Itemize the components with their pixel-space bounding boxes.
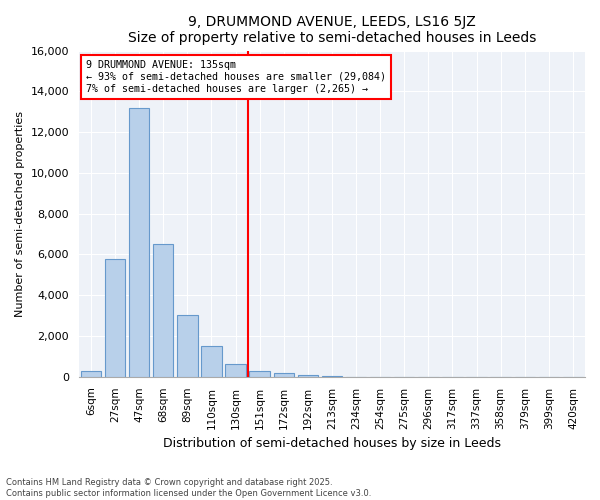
Bar (129, 108, 149, 377)
Text: Contains HM Land Registry data © Crown copyright and database right 2025.
Contai: Contains HM Land Registry data © Crown c… (6, 478, 371, 498)
Title: 9, DRUMMOND AVENUE, LEEDS, LS16 5JZ
Size of property relative to semi-detached h: 9, DRUMMOND AVENUE, LEEDS, LS16 5JZ Size… (128, 15, 536, 45)
Text: 9 DRUMMOND AVENUE: 135sqm
← 93% of semi-detached houses are smaller (29,084)
7% : 9 DRUMMOND AVENUE: 135sqm ← 93% of semi-… (86, 60, 386, 94)
Bar (274, 372, 294, 377)
Bar (322, 376, 342, 377)
Bar (298, 375, 318, 377)
Bar (105, 258, 125, 377)
Bar (226, 364, 246, 377)
X-axis label: Distribution of semi-detached houses by size in Leeds: Distribution of semi-detached houses by … (163, 437, 501, 450)
Bar (153, 244, 173, 377)
Bar (81, 370, 101, 377)
Bar (250, 370, 270, 377)
Bar (201, 346, 221, 377)
Y-axis label: Number of semi-detached properties: Number of semi-detached properties (15, 110, 25, 316)
Bar (177, 314, 197, 377)
